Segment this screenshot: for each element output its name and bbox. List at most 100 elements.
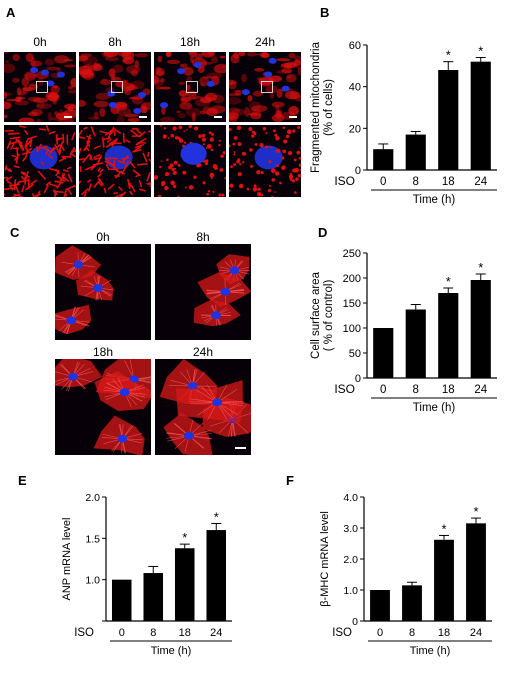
panel-a-label-0h: 0h [33, 35, 47, 49]
panel-a-letter: A [6, 5, 16, 20]
panel-c-label-8h: 8h [196, 230, 210, 244]
mito-overview-8h [79, 52, 151, 122]
y-tick-label: 1.5 [85, 533, 100, 545]
category-label: 8 [409, 627, 415, 639]
bar-18 [438, 70, 459, 170]
category-label: 8 [413, 176, 419, 188]
mito-zoom-0h [4, 125, 76, 197]
iso-label: ISO [334, 382, 355, 396]
bar-0 [373, 328, 394, 378]
panel-e-letter: E [18, 473, 27, 488]
actin-stain-24h [155, 359, 251, 455]
y-tick-label: 150 [343, 298, 361, 310]
y-tick-label: 2.0 [343, 554, 358, 566]
bar-24 [466, 523, 486, 621]
panel-f-letter: F [286, 473, 294, 488]
mito-overview-24h [229, 52, 301, 122]
y-tick-label: 20 [349, 123, 361, 135]
category-label: 24 [210, 627, 222, 639]
x-axis-label: Time (h) [151, 645, 192, 657]
y-tick-label: 40 [349, 82, 361, 94]
mito-zoom-24h [229, 125, 301, 197]
y-axis-label: Cell surface area [310, 271, 322, 359]
y-tick-label: 0 [355, 373, 361, 385]
y-tick-label: 0 [355, 165, 361, 177]
bar-0 [111, 579, 132, 621]
bar-8 [405, 134, 426, 170]
y-axis-label: (% of cells) [323, 79, 335, 136]
bar-18 [434, 539, 454, 621]
significance-star: * [473, 504, 478, 519]
panel-a-label-18h: 18h [179, 35, 201, 49]
panel-a-label-24h: 24h [254, 35, 276, 49]
iso-label: ISO [332, 627, 352, 639]
panel-c-letter: C [10, 225, 20, 240]
category-label: 24 [474, 384, 487, 396]
panel-c-label-0h: 0h [96, 230, 110, 244]
category-label: 18 [438, 627, 450, 639]
bar-8 [402, 585, 422, 621]
y-tick-label: 3.0 [343, 523, 358, 535]
y-tick-label: 250 [343, 248, 361, 260]
bar-18 [438, 293, 459, 378]
category-label: 24 [474, 176, 487, 188]
bar-0 [373, 149, 394, 170]
significance-star: * [478, 260, 483, 275]
category-label: 8 [150, 627, 156, 639]
category-label: 0 [380, 384, 386, 396]
category-label: 0 [380, 176, 386, 188]
category-label: 0 [377, 627, 383, 639]
significance-star: * [446, 48, 451, 63]
category-label: 8 [413, 384, 419, 396]
panel-d-letter: D [318, 225, 328, 240]
category-label: 18 [179, 627, 191, 639]
y-tick-label: 4.0 [343, 492, 358, 504]
x-axis-label: Time (h) [413, 194, 456, 206]
bar-24 [470, 61, 491, 170]
significance-star: * [478, 44, 483, 59]
bar-24 [206, 530, 227, 621]
mito-zoom-8h [79, 125, 151, 197]
y-tick-label: 60 [349, 40, 361, 52]
actin-stain-18h [55, 359, 151, 455]
bar-18 [174, 548, 195, 621]
y-tick-label: 50 [349, 348, 361, 360]
y-tick-label: 1.0 [343, 585, 358, 597]
bar-24 [470, 280, 491, 378]
significance-star: * [214, 509, 219, 524]
significance-star: * [446, 274, 451, 289]
x-axis-label: Time (h) [413, 402, 456, 414]
actin-stain-8h [155, 244, 251, 340]
significance-star: * [441, 521, 446, 536]
bar-8 [143, 573, 164, 621]
y-axis-label: ( % of control) [323, 280, 335, 352]
panel-a-label-8h: 8h [108, 35, 122, 49]
y-tick-label: 0 [352, 616, 358, 628]
y-axis-label: β-MHC mRNA level [319, 511, 331, 607]
y-axis-label: Fragmented mitochondria [310, 41, 322, 173]
category-label: 18 [442, 176, 455, 188]
y-tick-label: 200 [343, 273, 361, 285]
mito-overview-0h [4, 52, 76, 122]
mito-zoom-18h [154, 125, 226, 197]
y-axis-label: ANP mRNA level [61, 518, 73, 601]
y-tick-label: 2.0 [85, 492, 100, 504]
category-label: 18 [442, 384, 455, 396]
panel-c-label-24h: 24h [192, 345, 214, 359]
panel-c-label-18h: 18h [92, 345, 114, 359]
y-tick-label: 1.0 [85, 575, 100, 587]
y-tick-label: 100 [343, 323, 361, 335]
category-label: 24 [470, 627, 482, 639]
panel-b-letter: B [320, 5, 330, 20]
mito-overview-18h [154, 52, 226, 122]
iso-label: ISO [74, 627, 94, 639]
bar-0 [370, 590, 390, 621]
actin-stain-0h [55, 244, 151, 340]
bar-8 [405, 309, 426, 378]
category-label: 0 [119, 627, 125, 639]
x-axis-label: Time (h) [410, 645, 451, 657]
